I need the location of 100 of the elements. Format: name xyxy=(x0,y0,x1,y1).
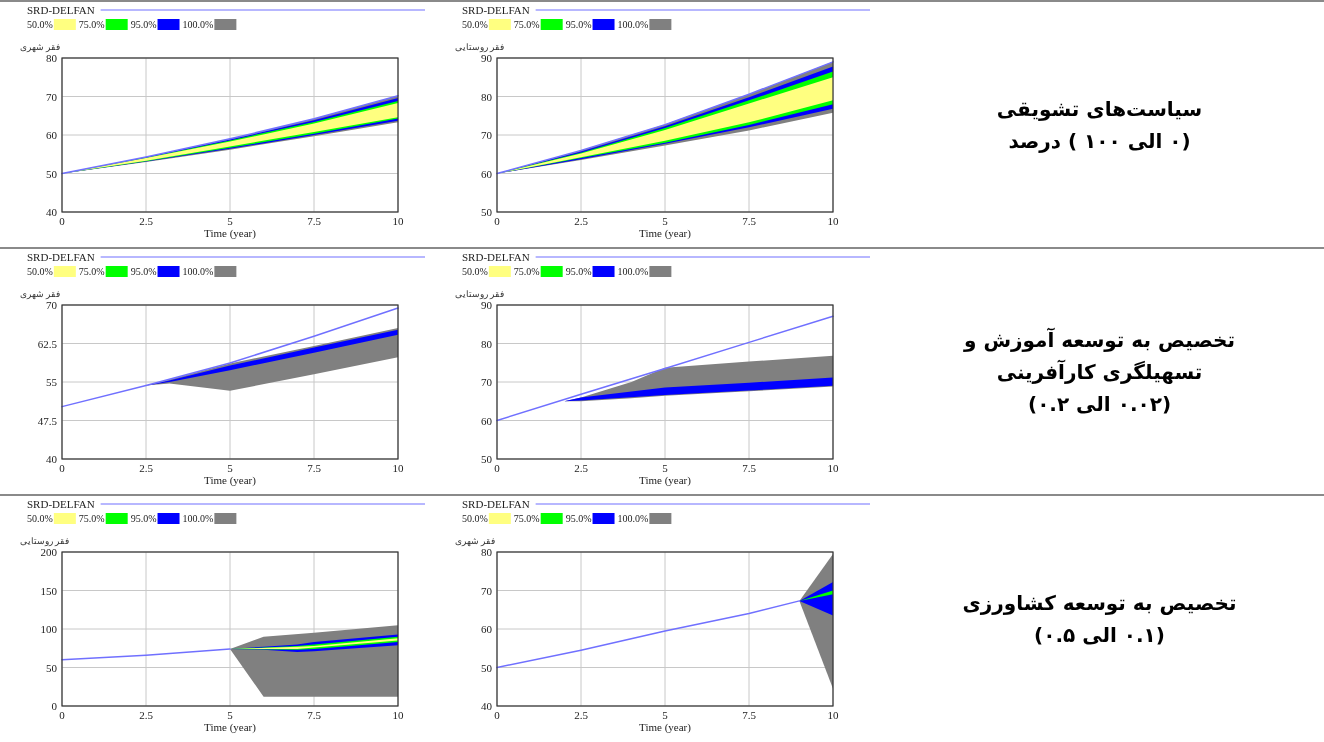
x-tick-label: 10 xyxy=(827,462,839,474)
y-tick-label: 40 xyxy=(46,206,58,218)
x-tick-label: 5 xyxy=(662,709,669,721)
legend-label: 75.0% xyxy=(78,266,105,277)
x-tick-label: 2.5 xyxy=(139,709,154,721)
x-tick-label: 2.5 xyxy=(574,215,589,227)
y-tick-label: 80 xyxy=(481,546,493,558)
y-tick-label: 40 xyxy=(481,700,493,712)
legend-label: 100.0% xyxy=(182,19,214,30)
x-tick-label: 10 xyxy=(392,462,404,474)
legend-label: 50.0% xyxy=(27,513,53,524)
legend-label: 75.0% xyxy=(513,513,540,524)
y-tick-label: 80 xyxy=(481,337,493,350)
x-tick-label: 5 xyxy=(227,709,234,721)
legend-label: 50.0% xyxy=(27,266,53,277)
y-axis-title: فقر روستایی xyxy=(20,536,70,547)
x-tick-label: 7.5 xyxy=(742,215,757,227)
text: SRD-DELFAN xyxy=(462,251,530,263)
x-tick-label: 7.5 xyxy=(742,709,757,721)
x-tick-label: 2.5 xyxy=(574,462,589,474)
legend-label: 95.0% xyxy=(565,513,592,524)
text: تخصیص به توسعه آموزش و xyxy=(963,326,1236,354)
y-tick-label: 0 xyxy=(51,700,58,712)
x-tick-label: 2.5 xyxy=(574,709,589,721)
x-tick-label: 10 xyxy=(392,215,404,227)
y-tick-label: 50 xyxy=(481,661,493,674)
x-axis-title: Time (year) xyxy=(204,474,257,487)
y-tick-label: 60 xyxy=(481,414,493,427)
x-tick-label: 5 xyxy=(227,215,234,227)
y-tick-label: 60 xyxy=(481,623,493,635)
legend-label: 95.0% xyxy=(565,266,592,277)
y-tick-label: 50 xyxy=(481,453,493,465)
x-tick-label: 0 xyxy=(494,709,501,721)
legend-label: 75.0% xyxy=(513,19,540,30)
y-axis-title: فقر شهری xyxy=(455,536,496,547)
y-tick-label: 80 xyxy=(481,90,493,103)
x-tick-label: 10 xyxy=(392,709,404,721)
x-tick-label: 7.5 xyxy=(307,709,322,721)
y-axis-title: فقر روستایی xyxy=(455,289,505,300)
legend-label: 95.0% xyxy=(565,19,592,30)
x-tick-label: 0 xyxy=(494,462,501,474)
x-tick-label: 5 xyxy=(662,215,669,227)
y-tick-label: 80 xyxy=(46,52,58,64)
text: SRD-DELFAN xyxy=(27,4,95,16)
text: (۰ الی ۱۰۰ ) درصد xyxy=(1008,127,1191,155)
y-tick-label: 50 xyxy=(46,661,58,674)
x-axis-title: Time (year) xyxy=(204,721,257,734)
y-tick-label: 200 xyxy=(40,546,58,558)
x-tick-label: 7.5 xyxy=(307,462,322,474)
x-tick-label: 0 xyxy=(494,215,501,227)
text: (۰.۱ الی ۰.۵) xyxy=(1034,622,1165,649)
x-axis-title: Time (year) xyxy=(639,721,692,734)
x-axis-title: Time (year) xyxy=(639,227,692,240)
y-tick-label: 70 xyxy=(481,129,493,141)
legend-label: 50.0% xyxy=(462,266,488,277)
text: سیاست‌های تشویقی xyxy=(996,95,1203,123)
x-tick-label: 5 xyxy=(227,462,234,474)
legend-label: 75.0% xyxy=(78,19,105,30)
text: تسهیلگری کارآفرینی xyxy=(996,358,1203,386)
y-tick-label: 47.5 xyxy=(37,414,58,427)
y-tick-label: 90 xyxy=(481,299,493,311)
legend-label: 95.0% xyxy=(130,19,157,30)
y-tick-label: 50 xyxy=(481,206,493,218)
x-tick-label: 10 xyxy=(827,215,839,227)
x-tick-label: 0 xyxy=(59,709,66,721)
x-tick-label: 10 xyxy=(827,709,839,721)
x-tick-label: 2.5 xyxy=(139,462,154,474)
legend-label: 95.0% xyxy=(130,266,157,277)
legend-label: 100.0% xyxy=(182,513,214,524)
y-axis-title: فقر روستایی xyxy=(455,42,505,53)
text: (۰.۰۲ الی ۰.۲) xyxy=(1027,390,1172,418)
legend-label: 50.0% xyxy=(27,19,53,30)
text: SRD-DELFAN xyxy=(462,498,530,510)
legend-label: 75.0% xyxy=(513,266,540,277)
legend-label: 100.0% xyxy=(182,266,214,277)
text: SRD-DELFAN xyxy=(462,4,530,16)
y-tick-label: 70 xyxy=(46,299,58,311)
x-axis-title: Time (year) xyxy=(639,474,692,487)
legend-label: 95.0% xyxy=(130,513,157,524)
y-tick-label: 50 xyxy=(46,167,58,180)
y-tick-label: 150 xyxy=(40,584,58,597)
text: SRD-DELFAN xyxy=(27,498,95,510)
x-tick-label: 5 xyxy=(662,462,669,474)
x-tick-label: 0 xyxy=(59,215,66,227)
x-tick-label: 2.5 xyxy=(139,215,154,227)
y-tick-label: 70 xyxy=(46,90,58,103)
y-tick-label: 40 xyxy=(46,453,58,465)
text: تخصیص به توسعه کشاورزی xyxy=(962,590,1237,617)
y-tick-label: 70 xyxy=(481,376,493,388)
legend-label: 100.0% xyxy=(617,19,649,30)
legend-label: 50.0% xyxy=(462,513,488,524)
y-tick-label: 60 xyxy=(46,129,58,141)
y-axis-title: فقر شهری xyxy=(20,42,61,53)
x-tick-label: 7.5 xyxy=(307,215,322,227)
x-tick-label: 0 xyxy=(59,462,66,474)
text: SRD-DELFAN xyxy=(27,251,95,263)
legend-label: 75.0% xyxy=(78,513,105,524)
y-tick-label: 90 xyxy=(481,52,493,64)
x-tick-label: 7.5 xyxy=(742,462,757,474)
legend-label: 100.0% xyxy=(617,513,649,524)
